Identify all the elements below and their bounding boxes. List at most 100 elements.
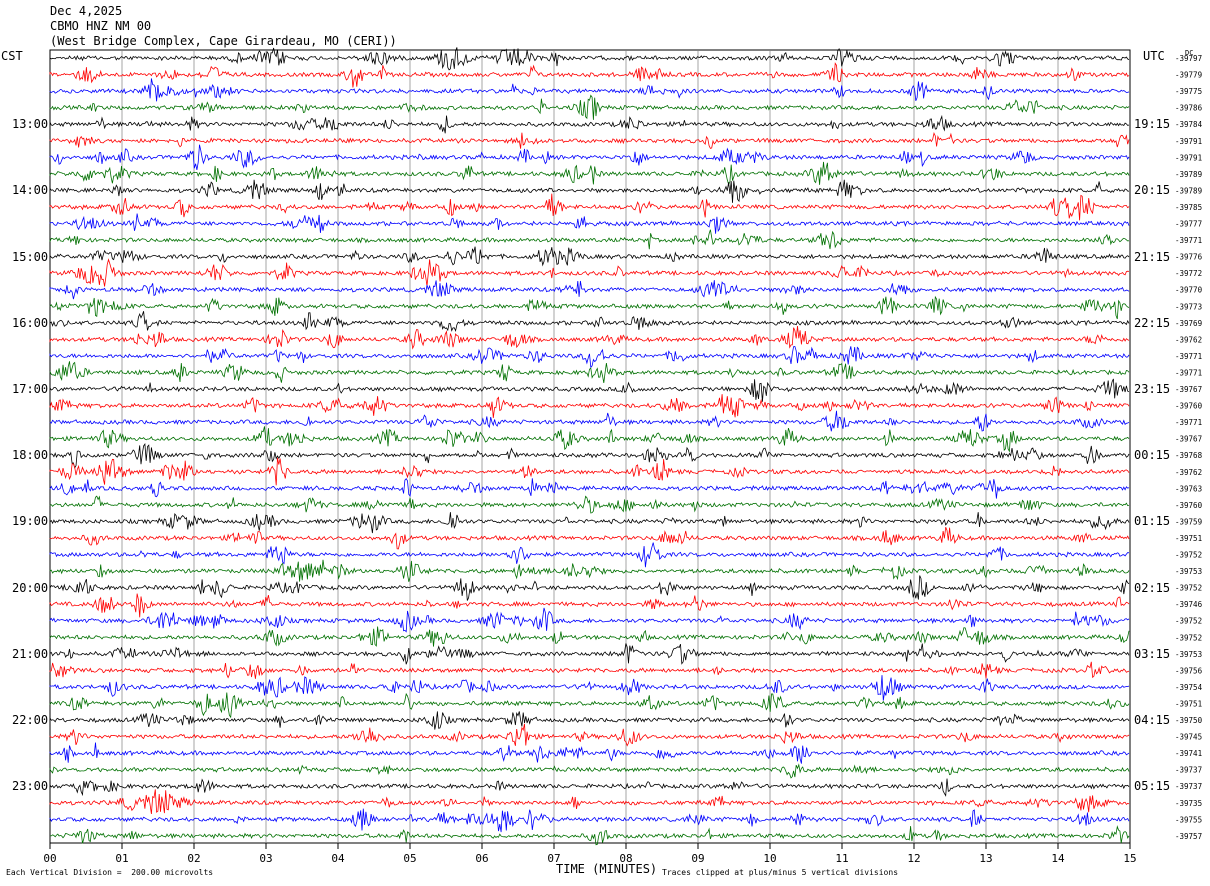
seismic-trace bbox=[49, 161, 1130, 186]
x-axis-ticks: 00 01 02 03 04 05 06 07 08 09 10 11 12 13 14 15 bbox=[43, 843, 1137, 865]
x-tick-label: 15 bbox=[1123, 852, 1136, 865]
seismic-trace bbox=[49, 789, 1130, 815]
right-hour-label: 00:15 bbox=[1134, 448, 1171, 463]
dc-offset-label: -39755 bbox=[1175, 815, 1202, 824]
seismic-trace bbox=[49, 280, 1130, 300]
dc-offset-label: -39772 bbox=[1175, 269, 1202, 278]
seismic-trace bbox=[49, 47, 1130, 71]
seismic-trace bbox=[49, 258, 1130, 287]
dc-offset-label: -39789 bbox=[1175, 186, 1202, 195]
seismic-trace bbox=[49, 512, 1130, 534]
right-hour-label: 04:15 bbox=[1134, 713, 1171, 727]
dc-offset-label: -39751 bbox=[1175, 700, 1202, 709]
seismic-trace bbox=[49, 542, 1130, 568]
right-hour-label: 05:15 bbox=[1134, 779, 1171, 794]
seismic-trace bbox=[49, 378, 1130, 402]
left-hour-label: 22:00 bbox=[12, 713, 49, 727]
seismic-trace bbox=[49, 559, 1130, 582]
dc-offset-label: -39771 bbox=[1175, 368, 1202, 377]
seismic-traces bbox=[49, 47, 1130, 846]
dc-offset-label: -39767 bbox=[1175, 385, 1202, 394]
seismic-trace bbox=[49, 229, 1130, 250]
dc-offset-label: -39741 bbox=[1175, 749, 1202, 758]
dc-offset-label: -39791 bbox=[1175, 153, 1202, 162]
x-tick-label: 10 bbox=[763, 852, 776, 865]
dc-offset-label: -39779 bbox=[1175, 71, 1202, 80]
x-tick-label: 06 bbox=[475, 852, 488, 865]
dc-offset-label: -39735 bbox=[1175, 799, 1202, 808]
right-hour-label: 20:15 bbox=[1134, 183, 1171, 198]
dc-offset-label: -39760 bbox=[1175, 402, 1203, 411]
x-tick-label: 03 bbox=[259, 852, 272, 865]
left-timezone-label: CST bbox=[1, 49, 23, 63]
clip-note: Traces clipped at plus/minus 5 vertical … bbox=[662, 868, 899, 877]
dc-offset-label: -39762 bbox=[1175, 335, 1202, 344]
dc-offset-labels: -39797 -39779 -39775 -39786 -39784 -39791 -397… bbox=[1175, 54, 1203, 841]
dc-offset-label: -39745 bbox=[1175, 733, 1202, 742]
dc-offset-label: -39769 bbox=[1175, 319, 1202, 328]
seismic-trace bbox=[49, 78, 1130, 102]
left-hour-label: 13:00 bbox=[12, 117, 49, 132]
left-hour-label: 14:00 bbox=[12, 183, 49, 198]
header-station: CBMO HNZ NM 00 bbox=[50, 19, 152, 33]
seismic-trace bbox=[49, 742, 1130, 764]
x-tick-label: 11 bbox=[835, 852, 848, 865]
seismic-trace bbox=[49, 763, 1130, 779]
dc-offset-label: -39753 bbox=[1175, 567, 1202, 576]
seismic-trace bbox=[49, 114, 1130, 134]
left-hour-label: 17:00 bbox=[12, 382, 49, 396]
dc-offset-label: -39785 bbox=[1175, 203, 1202, 212]
seismic-trace bbox=[49, 478, 1130, 499]
dc-label: DC bbox=[1185, 49, 1194, 57]
seismic-trace bbox=[49, 661, 1130, 679]
seismic-trace bbox=[49, 394, 1130, 418]
seismic-trace bbox=[49, 62, 1130, 88]
x-tick-label: 08 bbox=[619, 852, 632, 865]
dc-offset-label: -39791 bbox=[1175, 137, 1202, 146]
x-tick-label: 05 bbox=[403, 852, 416, 865]
dc-offset-label: -39771 bbox=[1175, 236, 1202, 245]
seismic-trace bbox=[49, 778, 1130, 797]
seismic-trace bbox=[49, 457, 1130, 486]
seismic-trace bbox=[49, 426, 1130, 453]
header-location: (West Bridge Complex, Cape Girardeau, MO… bbox=[50, 34, 397, 48]
dc-offset-label: -39757 bbox=[1175, 832, 1202, 841]
left-hour-label: 19:00 bbox=[12, 514, 49, 529]
seismic-trace bbox=[49, 723, 1130, 747]
seismic-trace bbox=[49, 246, 1130, 267]
dc-offset-label: -39753 bbox=[1175, 650, 1202, 659]
x-tick-label: 14 bbox=[1051, 852, 1065, 865]
seismic-trace bbox=[49, 361, 1130, 383]
seismic-trace bbox=[49, 675, 1130, 701]
seismic-trace bbox=[49, 213, 1130, 234]
dc-offset-label: -39737 bbox=[1175, 782, 1202, 791]
dc-offset-label: -39768 bbox=[1175, 451, 1203, 460]
dc-offset-label: -39776 bbox=[1175, 253, 1203, 262]
dc-offset-label: -39746 bbox=[1175, 600, 1203, 609]
seismic-trace bbox=[49, 527, 1130, 550]
dc-offset-label: -39770 bbox=[1175, 286, 1203, 295]
seismic-trace bbox=[49, 193, 1130, 221]
dc-offset-label: -39767 bbox=[1175, 435, 1202, 444]
right-hour-label: 23:15 bbox=[1134, 382, 1171, 396]
seismic-trace bbox=[49, 325, 1130, 350]
left-hour-label: 16:00 bbox=[12, 315, 49, 330]
right-hour-label: 21:15 bbox=[1134, 249, 1171, 264]
dc-offset-label: -39773 bbox=[1175, 302, 1202, 311]
seismic-trace bbox=[50, 825, 1130, 846]
x-axis-label: TIME (MINUTES) bbox=[556, 862, 658, 876]
seismic-trace bbox=[49, 643, 1130, 665]
left-hour-label: 18:00 bbox=[12, 448, 49, 463]
dc-offset-label: -39756 bbox=[1175, 666, 1203, 675]
dc-offset-label: -39737 bbox=[1175, 766, 1202, 775]
seismic-trace bbox=[49, 593, 1130, 618]
seismic-trace bbox=[49, 442, 1130, 469]
dc-offset-label: -39752 bbox=[1175, 633, 1202, 642]
seismic-trace bbox=[49, 295, 1130, 320]
seismic-trace bbox=[49, 410, 1130, 432]
seismic-trace bbox=[49, 144, 1130, 170]
x-tick-label: 13 bbox=[979, 852, 992, 865]
seismic-trace bbox=[49, 346, 1130, 369]
dc-offset-label: -39763 bbox=[1175, 484, 1202, 493]
